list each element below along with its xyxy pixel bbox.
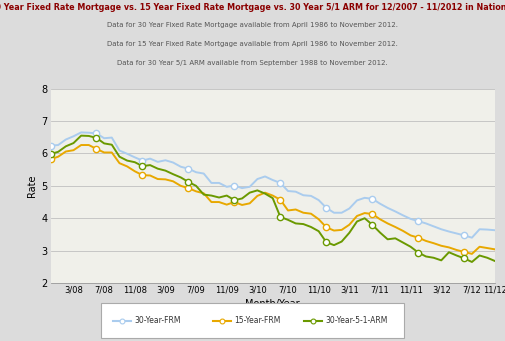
Text: Data for 15 Year Fixed Rate Mortgage available from April 1986 to November 2012.: Data for 15 Year Fixed Rate Mortgage ava… [107,41,398,47]
Text: 30 Year Fixed Rate Mortgage vs. 15 Year Fixed Rate Mortgage vs. 30 Year 5/1 ARM : 30 Year Fixed Rate Mortgage vs. 15 Year … [0,3,505,12]
Text: 30-Year-5-1-ARM: 30-Year-5-1-ARM [325,316,388,325]
X-axis label: Month/Year: Month/Year [245,299,300,309]
Text: 15-Year-FRM: 15-Year-FRM [234,316,281,325]
Y-axis label: Rate: Rate [27,175,37,197]
FancyBboxPatch shape [101,303,404,338]
Text: Data for 30 Year 5/1 ARM available from September 1988 to November 2012.: Data for 30 Year 5/1 ARM available from … [117,60,388,66]
Text: Data for 30 Year Fixed Rate Mortgage available from April 1986 to November 2012.: Data for 30 Year Fixed Rate Mortgage ava… [107,22,398,28]
Text: 30-Year-FRM: 30-Year-FRM [134,316,181,325]
